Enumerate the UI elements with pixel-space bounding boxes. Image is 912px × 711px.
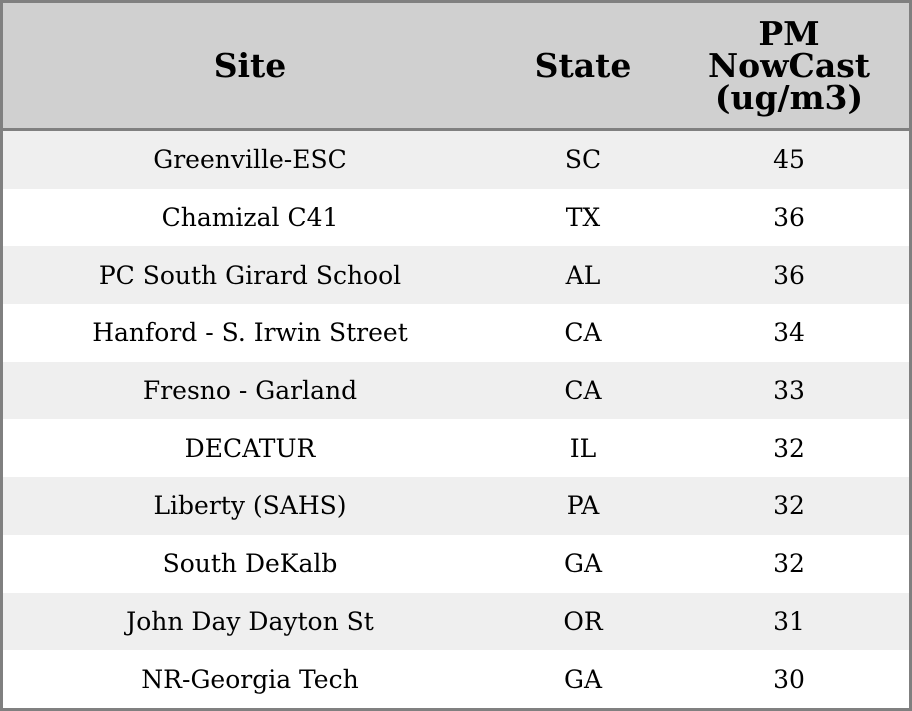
- site-cell: NR-Georgia Tech: [141, 664, 359, 694]
- state-cell: SC: [497, 129, 669, 189]
- table-row: PC South Girard School AL 36: [3, 246, 909, 305]
- column-header-pm-nowcast: PM NowCast (ug/m3): [669, 3, 909, 131]
- state-cell: GA: [563, 549, 603, 579]
- site-cell: Liberty (SAHS): [3, 477, 497, 535]
- state-cell: OR: [497, 592, 669, 651]
- state-cell: CA: [497, 361, 669, 420]
- state-cell: IL: [569, 433, 597, 463]
- header-line: NowCast: [707, 45, 871, 85]
- pm-value-cell: 36: [773, 203, 805, 233]
- pm-value-cell: 32: [669, 477, 909, 535]
- site-cell: Fresno - Garland: [3, 361, 497, 420]
- table-row: Chamizal C41 TX 36: [3, 189, 909, 247]
- header-line: PM: [758, 13, 820, 53]
- site-cell: Chamizal C41: [161, 203, 339, 233]
- state-cell: GA: [563, 664, 603, 694]
- column-header-site: Site: [3, 3, 497, 131]
- table-row: John Day Dayton St OR 31: [3, 592, 909, 651]
- pm-value-cell: 31: [669, 592, 909, 651]
- state-cell: AL: [497, 246, 669, 305]
- state-cell: CA: [564, 318, 602, 348]
- pm-value-cell: 30: [773, 664, 805, 694]
- pm-value-cell: 32: [773, 549, 805, 579]
- site-cell: Hanford - S. Irwin Street: [92, 318, 408, 348]
- header-line: (ug/m3): [714, 77, 864, 117]
- state-cell: PA: [497, 477, 669, 535]
- site-cell: John Day Dayton St: [3, 592, 497, 651]
- state-cell: TX: [565, 203, 601, 233]
- site-cell: PC South Girard School: [3, 246, 497, 305]
- table-row: Hanford - S. Irwin Street CA 34: [3, 304, 909, 362]
- table-row: Greenville-ESC SC 45: [3, 129, 909, 189]
- pm-value-cell: 45: [669, 129, 909, 189]
- site-cell: Greenville-ESC: [3, 129, 497, 189]
- column-header-state: State: [497, 3, 669, 131]
- site-cell: South DeKalb: [162, 549, 338, 579]
- table-row: DECATUR IL 32: [3, 419, 909, 477]
- table-row: South DeKalb GA 32: [3, 535, 909, 593]
- pm-value-cell: 34: [773, 318, 805, 348]
- header-row: Site State PM NowCast (ug/m3): [3, 3, 909, 131]
- pm-value-cell: 36: [669, 246, 909, 305]
- table-row: Liberty (SAHS) PA 32: [3, 477, 909, 535]
- pm-value-cell: 33: [669, 361, 909, 420]
- table-row: Fresno - Garland CA 33: [3, 361, 909, 420]
- table-row: NR-Georgia Tech GA 30: [3, 650, 909, 708]
- pm-value-cell: 32: [773, 433, 805, 463]
- site-cell: DECATUR: [184, 433, 316, 463]
